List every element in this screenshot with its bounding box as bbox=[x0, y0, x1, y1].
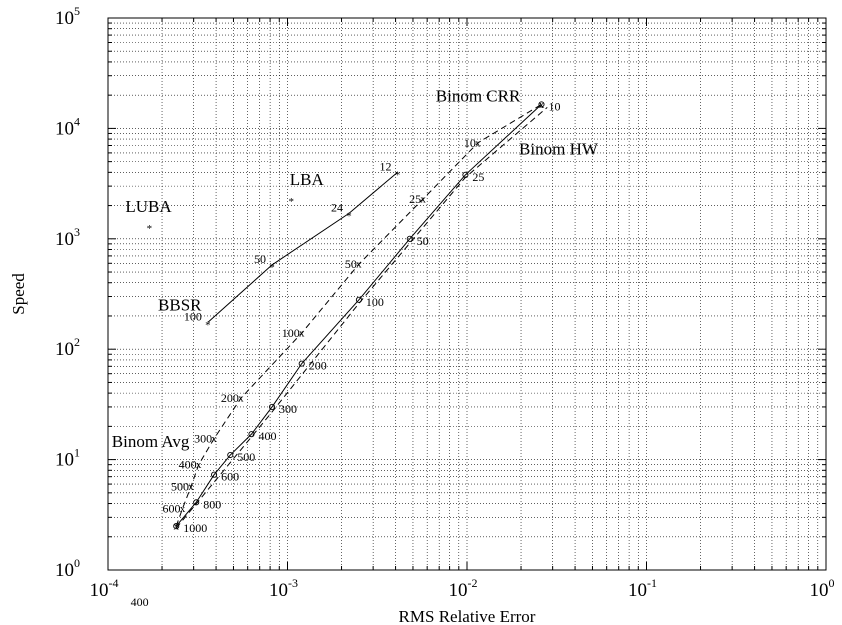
point-label: 500 bbox=[171, 480, 189, 494]
data-point: x bbox=[196, 459, 202, 471]
point-label: 400 bbox=[258, 429, 276, 443]
data-point: * bbox=[269, 262, 275, 274]
point-label: 50 bbox=[254, 252, 266, 266]
y-tick-label: 101 bbox=[55, 446, 80, 471]
data-point: x bbox=[420, 193, 426, 205]
labels: 100502412BBSR600500400300200100502510Bin… bbox=[112, 87, 599, 535]
data-point: x bbox=[356, 259, 362, 271]
point-label: 200 bbox=[309, 359, 327, 373]
series-line-binom-hw bbox=[175, 107, 548, 529]
data-point bbox=[538, 101, 545, 108]
series-lba: * bbox=[289, 196, 295, 208]
point-label: 400 bbox=[179, 458, 197, 472]
point-label: 25 bbox=[472, 170, 484, 184]
point-label: 50 bbox=[345, 257, 357, 271]
data-point: x bbox=[188, 481, 194, 493]
data-point: x bbox=[238, 393, 244, 405]
y-tick-label: 102 bbox=[55, 335, 80, 360]
data-point: * bbox=[147, 223, 153, 235]
x-tick-label: 10-4 bbox=[90, 576, 119, 601]
data-point bbox=[193, 499, 200, 506]
data-point: x bbox=[475, 137, 481, 149]
point-label: 300 bbox=[279, 402, 297, 416]
y-tick-label: 104 bbox=[55, 114, 80, 139]
series-luba: * bbox=[147, 223, 153, 235]
point-label: 500 bbox=[237, 450, 255, 464]
y-axis-title: Speed bbox=[9, 273, 28, 315]
series-binom-hw bbox=[175, 107, 548, 529]
x-tick-label: 10-1 bbox=[628, 576, 657, 601]
series-label-binom-crr: Binom CRR bbox=[436, 87, 521, 106]
data-point: x bbox=[211, 433, 217, 445]
data-point: * bbox=[395, 169, 401, 181]
series-label-luba: LUBA bbox=[125, 197, 172, 216]
data-point bbox=[211, 471, 218, 478]
data-point: x bbox=[173, 521, 179, 533]
series-binom-crr bbox=[173, 101, 545, 530]
series-label-binom-hw: Binom HW bbox=[519, 140, 599, 159]
series-line-binom-avg bbox=[175, 103, 542, 527]
series-line-bbsr bbox=[207, 171, 398, 323]
data-point: x bbox=[299, 328, 305, 340]
y-tick-label: 105 bbox=[55, 4, 80, 29]
point-label: 100 bbox=[282, 326, 300, 340]
series-label-lba: LBA bbox=[290, 170, 325, 189]
point-label: 10 bbox=[548, 99, 560, 113]
series-label-binom-avg: Binom Avg bbox=[112, 432, 190, 451]
data-point bbox=[173, 523, 180, 530]
data-point: x bbox=[180, 503, 186, 515]
series-bbsr: * * * * bbox=[205, 169, 400, 331]
x-axis-title: RMS Relative Error bbox=[399, 607, 536, 625]
point-label: 300 bbox=[194, 432, 212, 446]
point-label: 600 bbox=[221, 470, 239, 484]
point-label: 10 bbox=[464, 136, 476, 150]
point-label: 24 bbox=[331, 200, 343, 214]
data-point: * bbox=[346, 210, 352, 222]
series-line-binom-crr bbox=[175, 104, 542, 527]
point-label: 1000 bbox=[183, 521, 207, 535]
point-label: 50 bbox=[417, 234, 429, 248]
data-point: * bbox=[205, 319, 211, 331]
data-point bbox=[227, 451, 234, 459]
data-point bbox=[298, 360, 305, 367]
point-label: 600 bbox=[162, 502, 180, 516]
point-label: 100 bbox=[366, 295, 384, 309]
grid bbox=[108, 18, 826, 570]
data-point: * bbox=[289, 196, 295, 208]
data-point bbox=[406, 235, 413, 242]
y-tick-label: 100 bbox=[55, 556, 80, 581]
point-label: 12 bbox=[379, 159, 391, 173]
series-label-bbsr: BBSR bbox=[158, 295, 202, 314]
point-label: 200 bbox=[221, 391, 239, 405]
data-point: x bbox=[539, 99, 545, 111]
data-point bbox=[268, 403, 276, 410]
point-label: 800 bbox=[203, 497, 221, 511]
point-label: 25 bbox=[409, 192, 421, 206]
x-tick-label: 100 bbox=[810, 576, 835, 601]
x-axis-stray-label: 400 bbox=[131, 595, 149, 609]
y-tick-label: 103 bbox=[55, 225, 80, 250]
axis-ticks: 10-4 10-3 10-2 10-1 100 100 101 102 103 104 105 bbox=[55, 4, 835, 601]
x-tick-label: 10-2 bbox=[449, 576, 478, 601]
x-tick-label: 10-3 bbox=[269, 576, 298, 601]
point-label: 100 bbox=[184, 309, 202, 323]
